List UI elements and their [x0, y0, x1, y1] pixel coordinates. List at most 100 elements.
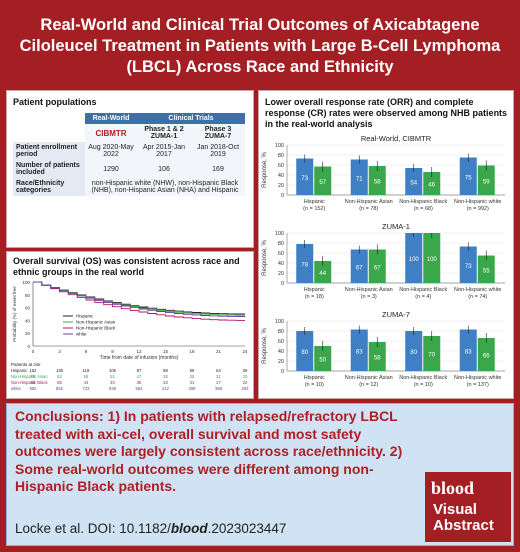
at-risk-value: 51 — [110, 374, 115, 379]
bar — [405, 233, 423, 283]
x-tick-label: (n = 10) — [305, 382, 324, 388]
at-risk-value: 638 — [109, 386, 117, 391]
x-tick-label: (n = 12) — [359, 382, 378, 388]
x-tick-label: 12 — [136, 349, 142, 354]
x-tick-label: Hispanic — [304, 375, 325, 381]
y-axis-label: Response, % — [262, 239, 268, 275]
x-tick-label: Non-Hispanic Black — [399, 375, 447, 381]
data-label: 57 — [319, 180, 326, 186]
data-label: 73 — [465, 264, 472, 270]
legend-label: Non-Hispanic Asian — [76, 320, 116, 325]
at-risk-value: 20 — [243, 374, 248, 379]
at-risk-value: 554 — [136, 386, 144, 391]
bar — [296, 158, 314, 195]
x-tick-label: Non-Hispanic Asian — [345, 287, 393, 293]
at-risk-row-label: white — [11, 386, 21, 391]
page-title: Real-World and Clinical Trial Outcomes o… — [19, 15, 501, 76]
x-tick-label: (n = 137) — [467, 382, 489, 388]
citation-prefix: Locke et al. DOI: 10.1182/ — [15, 521, 171, 536]
y-tick-label: 100 — [275, 231, 284, 237]
at-risk-value: 55 — [84, 374, 89, 379]
chart-title: Real-World, CIBMTR — [361, 134, 432, 143]
at-risk-row-label: Non-Hispanic Black — [11, 380, 48, 385]
y-tick-label: 0 — [27, 344, 30, 349]
at-risk-value: 368 — [215, 386, 223, 391]
y-axis-label: Response, % — [262, 151, 268, 187]
x-tick-label: (n = 4) — [415, 294, 431, 300]
bar — [368, 342, 386, 371]
at-risk-value: 54 — [216, 368, 221, 373]
data-label: 83 — [465, 349, 472, 355]
y-tick-label: 100 — [275, 143, 284, 149]
y-tick-label: 20 — [278, 183, 284, 189]
bar — [368, 249, 386, 283]
at-risk-value: 152 — [30, 368, 38, 373]
row-race-label: Race/Ethnicity categories — [13, 178, 85, 196]
data-label: 100 — [427, 257, 438, 263]
bar — [314, 346, 332, 371]
conclusions-panel: Conclusions: 1) In patients with relapse… — [6, 403, 514, 546]
cell: Aug 2020-May 2022 — [85, 142, 137, 160]
cell: Jan 2018-Oct 2019 — [191, 142, 245, 160]
x-tick-label: 3 — [58, 349, 61, 354]
col-real-world: Real-World — [85, 113, 137, 124]
data-label: 50 — [319, 358, 326, 364]
y-tick-label: 80 — [25, 293, 31, 298]
at-risk-value: 398 — [189, 386, 197, 391]
x-tick-label: (n = 18) — [305, 294, 324, 300]
populations-table: Real-World Clinical Trials CIBMTR Phase … — [13, 113, 245, 196]
chart-title: ZUMA-1 — [382, 222, 410, 231]
data-label: 59 — [483, 179, 490, 185]
bar — [477, 255, 495, 283]
at-risk-value: 31 — [190, 380, 195, 385]
at-risk-value: 44 — [84, 380, 89, 385]
data-label: 78 — [301, 263, 308, 269]
blood-logo: blood — [431, 478, 475, 498]
bar — [423, 172, 441, 195]
bar — [350, 329, 368, 371]
x-tick-label: (n = 68) — [414, 206, 433, 212]
at-risk-row-label: Hispanic — [11, 368, 27, 373]
at-risk-value: 105 — [109, 368, 117, 373]
at-risk-value: 35 — [190, 374, 195, 379]
bar — [405, 331, 423, 371]
at-risk-label: Patients at risk — [11, 362, 41, 367]
at-risk-value: 33 — [163, 380, 168, 385]
x-tick-label: Hispanic — [304, 287, 325, 293]
at-risk-value: 68 — [163, 368, 168, 373]
col-zuma1: Phase 1 & 2 ZUMA-1 — [137, 124, 191, 142]
data-label: 58 — [374, 180, 381, 186]
y-tick-label: 60 — [25, 306, 31, 311]
at-risk-value: 119 — [83, 368, 90, 373]
row-count-label: Number of patients included — [13, 160, 85, 178]
data-label: 70 — [428, 353, 435, 359]
bar — [314, 261, 332, 283]
bar — [477, 165, 495, 195]
at-risk-value: 293 — [242, 386, 250, 391]
x-tick-label: (n = 3) — [361, 294, 377, 300]
y-axis-label: Response, % — [262, 327, 268, 363]
y-axis-label: Probability (%) of event free — [12, 286, 17, 342]
orr-bar-charts: Real-World, CIBMTR Response, % 0 20 40 60 80 10… — [262, 134, 505, 388]
at-risk-value: 27 — [216, 380, 221, 385]
data-label: 67 — [374, 265, 381, 271]
x-tick-label: Non-Hispanic white — [454, 375, 501, 381]
y-tick-label: 0 — [281, 193, 284, 199]
x-tick-label: Non-Hispanic white — [454, 199, 501, 205]
x-tick-label: (n = 992) — [467, 206, 489, 212]
y-tick-label: 0 — [281, 281, 284, 287]
legend-label: Hispanic — [76, 314, 94, 319]
at-risk-value: 22 — [243, 380, 248, 385]
at-risk-value: 412 — [162, 386, 170, 391]
y-tick-label: 80 — [278, 153, 284, 159]
os-heading: Overall survival (OS) was consistent acr… — [13, 256, 240, 277]
data-label: 55 — [483, 268, 490, 274]
x-tick-label: (n = 10) — [414, 382, 433, 388]
y-tick-label: 40 — [278, 173, 284, 179]
at-risk-value: 723 — [83, 386, 91, 391]
row-enrollment-label: Patient enrollment period — [13, 142, 85, 160]
bar — [368, 166, 386, 195]
y-tick-label: 80 — [278, 241, 284, 247]
y-tick-label: 40 — [278, 261, 284, 267]
data-label: 80 — [301, 350, 308, 356]
